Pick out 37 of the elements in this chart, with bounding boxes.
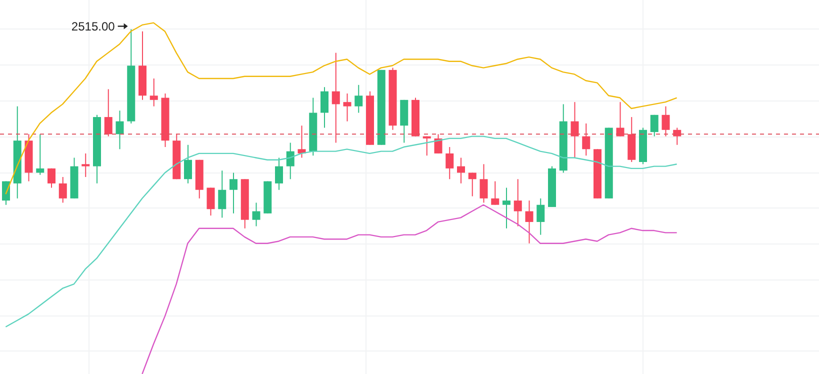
candlestick	[502, 187, 510, 229]
candlestick	[446, 146, 454, 180]
candlestick	[82, 152, 90, 178]
candlestick	[422, 136, 431, 156]
candlestick	[570, 102, 579, 158]
candlestick	[275, 157, 283, 190]
candlestick	[354, 84, 363, 114]
candlestick	[104, 88, 112, 137]
candlestick	[230, 172, 238, 214]
candlestick	[298, 125, 306, 158]
candlestick	[252, 202, 260, 227]
candlestick	[480, 164, 488, 204]
candlestick	[332, 52, 340, 144]
candlestick	[468, 172, 476, 197]
candlestick	[286, 142, 294, 180]
candlestick	[650, 114, 658, 137]
annotation: 2515.00	[71, 19, 116, 34]
candlestick	[116, 110, 124, 150]
candlestick	[48, 168, 56, 188]
candlestick	[184, 144, 192, 184]
candlestick	[582, 122, 590, 156]
candlestick	[218, 170, 226, 218]
candlestick	[525, 200, 534, 244]
candlestick	[457, 157, 465, 184]
candlestick	[206, 187, 215, 216]
candlestick	[673, 127, 682, 146]
candlestick	[343, 92, 352, 122]
candlestick	[491, 180, 500, 206]
candlestick	[616, 102, 624, 137]
candlestick	[514, 178, 522, 227]
candlestick	[434, 134, 442, 154]
candlestick	[662, 106, 670, 137]
candlestick	[36, 134, 44, 176]
candlestick	[58, 176, 67, 204]
candlestick	[536, 198, 545, 236]
candlestick	[320, 86, 328, 128]
candlestick	[150, 78, 158, 107]
